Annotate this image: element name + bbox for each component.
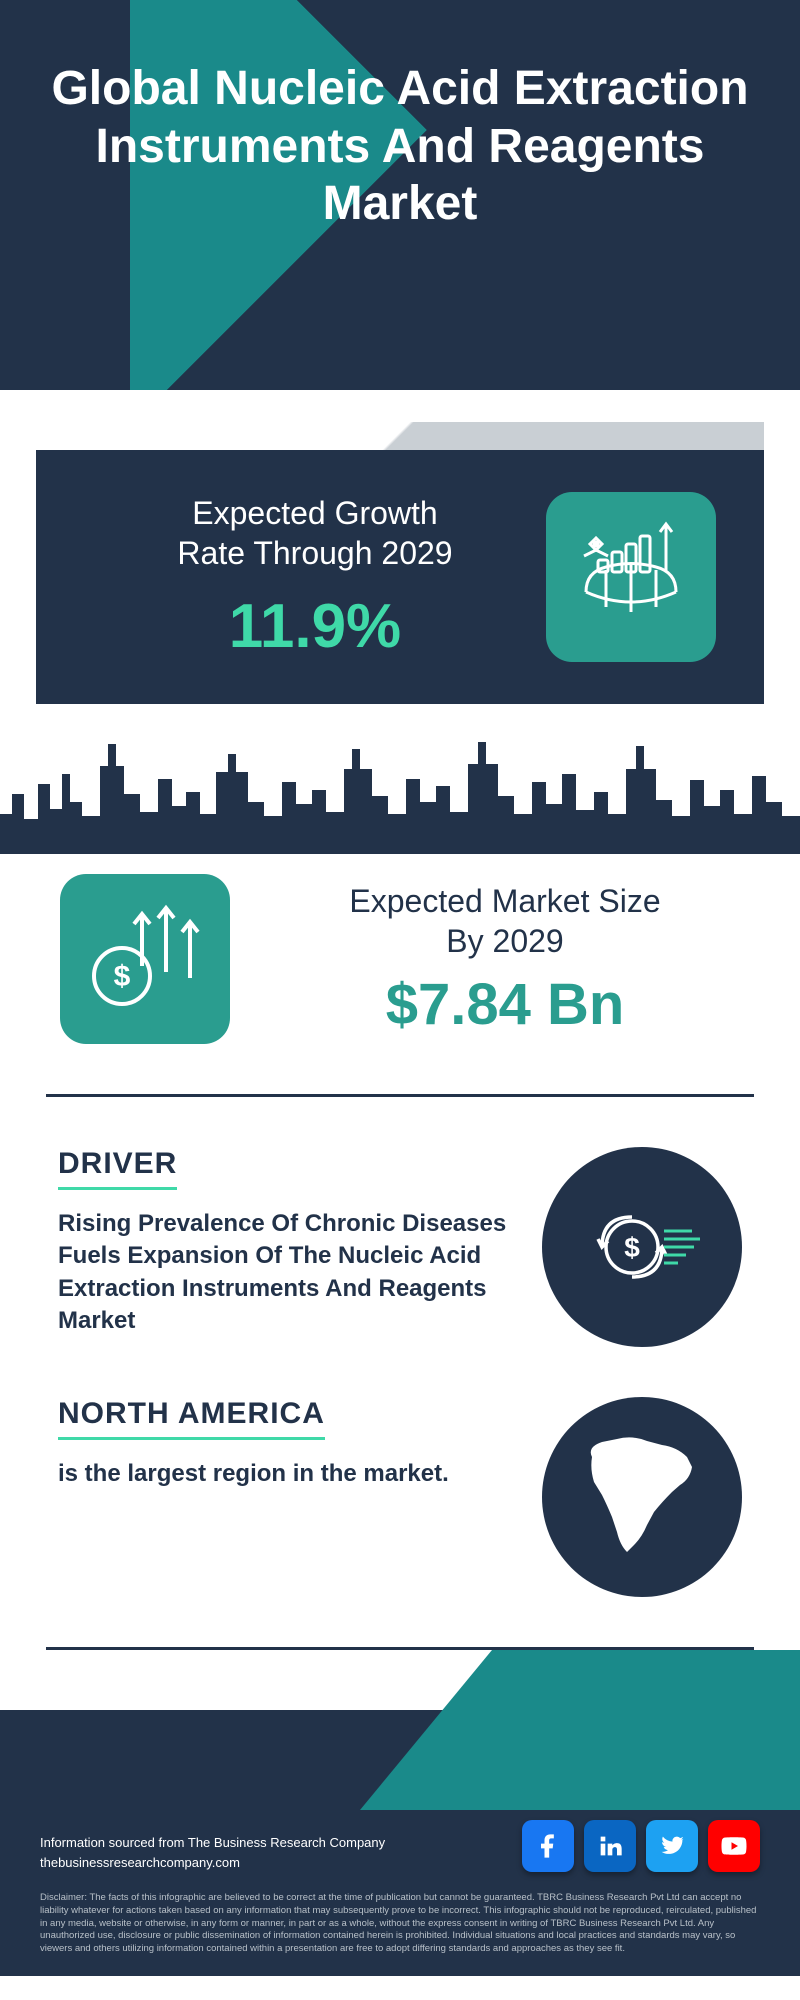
- market-size-text: Expected Market Size By 2029 $7.84 Bn: [270, 881, 740, 1038]
- growth-rate-text: Expected Growth Rate Through 2029 11.9%: [84, 493, 546, 662]
- dollar-arrows-icon: $: [60, 874, 230, 1044]
- source-line2: thebusinessresearchcompany.com: [40, 1853, 385, 1873]
- driver-heading: DRIVER: [58, 1147, 177, 1190]
- market-size-value: $7.84 Bn: [270, 971, 740, 1038]
- svg-text:$: $: [114, 960, 131, 993]
- source-attribution: Information sourced from The Business Re…: [40, 1833, 385, 1872]
- main-title: Global Nucleic Acid Extraction Instrumen…: [0, 0, 800, 233]
- infographic-root: Global Nucleic Acid Extraction Instrumen…: [0, 0, 800, 1976]
- svg-text:$: $: [624, 1232, 640, 1263]
- market-size-label-l2: By 2029: [446, 923, 563, 959]
- market-size-label-l1: Expected Market Size: [349, 883, 660, 919]
- growth-rate-value: 11.9%: [84, 591, 546, 662]
- city-skyline-icon: [0, 724, 800, 854]
- region-body: is the largest region in the market.: [58, 1458, 512, 1490]
- market-size-block: $ Expected Market Size By 2029 $7.84 Bn: [0, 854, 800, 1094]
- driver-body: Rising Prevalence Of Chronic Diseases Fu…: [58, 1208, 512, 1338]
- region-text: NORTH AMERICA is the largest region in t…: [58, 1397, 512, 1490]
- growth-rate-block: Expected Growth Rate Through 2029 11.9%: [36, 450, 764, 704]
- region-row: NORTH AMERICA is the largest region in t…: [58, 1397, 742, 1597]
- dollar-cycle-icon: $: [542, 1147, 742, 1347]
- growth-rate-label-l2: Rate Through 2029: [177, 535, 452, 571]
- info-sections: DRIVER Rising Prevalence Of Chronic Dise…: [46, 1094, 754, 1650]
- linkedin-icon[interactable]: [584, 1820, 636, 1872]
- market-size-label: Expected Market Size By 2029: [270, 881, 740, 961]
- social-icons: [522, 1820, 760, 1872]
- footer-row: Information sourced from The Business Re…: [40, 1820, 760, 1872]
- growth-chart-icon: [546, 492, 716, 662]
- growth-rate-label-l1: Expected Growth: [192, 495, 437, 531]
- footer: Information sourced from The Business Re…: [0, 1710, 800, 1976]
- growth-rate-label: Expected Growth Rate Through 2029: [84, 493, 546, 573]
- driver-row: DRIVER Rising Prevalence Of Chronic Dise…: [58, 1147, 742, 1347]
- facebook-icon[interactable]: [522, 1820, 574, 1872]
- north-america-map-icon: [542, 1397, 742, 1597]
- twitter-icon[interactable]: [646, 1820, 698, 1872]
- header-banner: Global Nucleic Acid Extraction Instrumen…: [0, 0, 800, 390]
- region-heading: NORTH AMERICA: [58, 1397, 325, 1440]
- youtube-icon[interactable]: [708, 1820, 760, 1872]
- driver-text: DRIVER Rising Prevalence Of Chronic Dise…: [58, 1147, 512, 1338]
- source-line1: Information sourced from The Business Re…: [40, 1833, 385, 1853]
- disclaimer-text: Disclaimer: The facts of this infographi…: [40, 1892, 760, 1956]
